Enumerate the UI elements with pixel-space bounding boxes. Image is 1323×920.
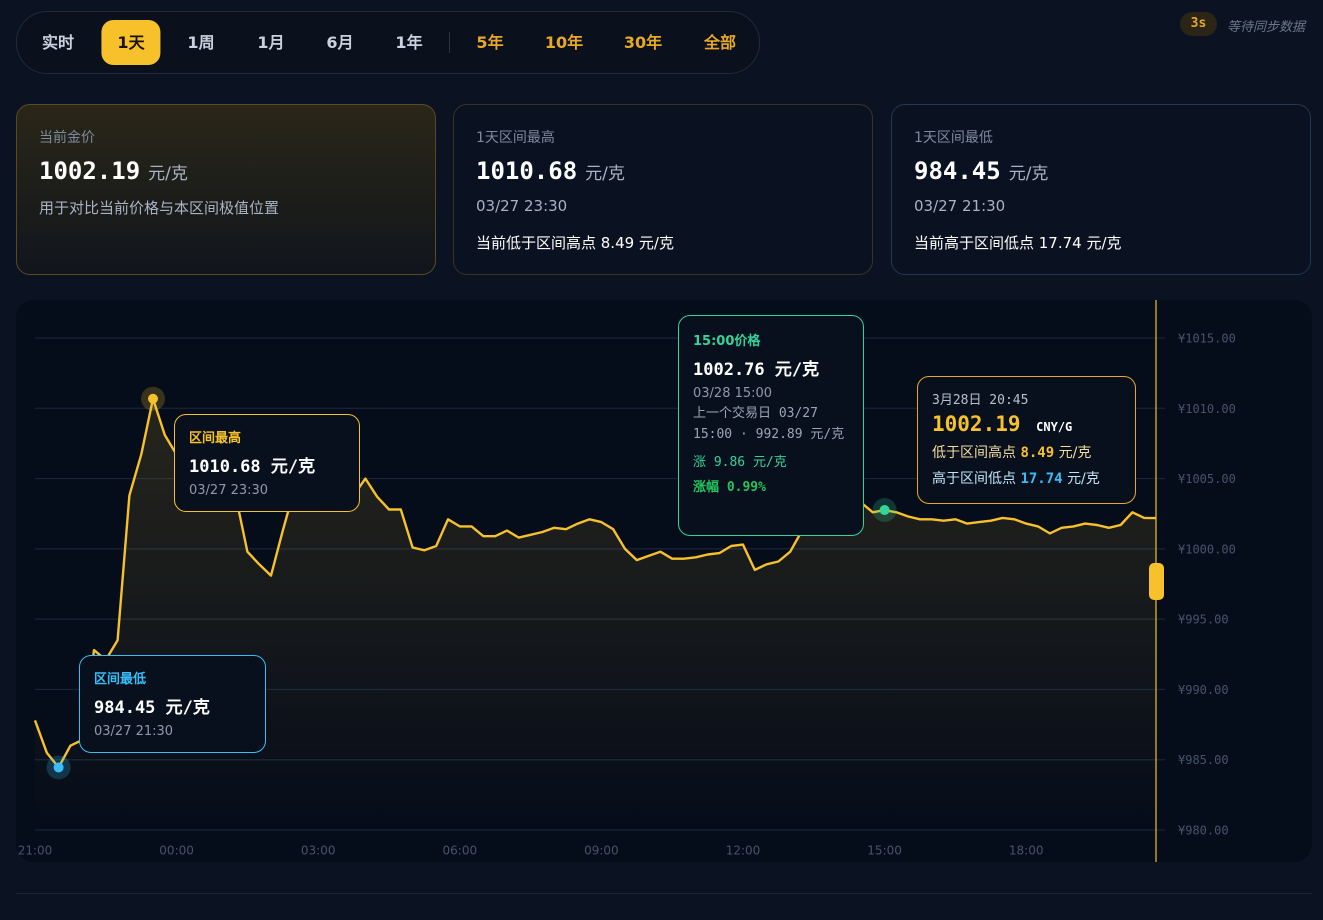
range-tab[interactable]: 全部: [703, 33, 737, 52]
y-tick-label: ¥1000.00: [1178, 542, 1236, 556]
low-tooltip: 区间最低 984.45 元/克 03/27 21:30: [79, 655, 266, 753]
range-tab[interactable]: 1天: [101, 20, 161, 65]
tip-title: 15:00价格: [693, 334, 761, 349]
high-marker: [148, 393, 158, 404]
tip-number: 17.74: [1020, 471, 1063, 487]
tip-pct: 涨幅 0.99%: [693, 480, 766, 495]
card-note: 用于对比当前价格与本区间极值位置: [39, 199, 280, 217]
range-tab[interactable]: 1周: [187, 33, 215, 52]
x-tick-label: 03:00: [301, 844, 336, 858]
tip-value: 1002.19 CNY/G: [932, 412, 1121, 436]
card-label: 1天区间最低: [914, 130, 993, 146]
range-tab[interactable]: 1年: [395, 33, 423, 52]
y-tick-label: ¥985.00: [1178, 753, 1229, 767]
card-value: 1010.68 元/克: [476, 157, 850, 185]
x-tick-label: 00:00: [159, 844, 194, 858]
tip-time: 3月28日 20:45: [932, 393, 1029, 408]
tip-time: 03/27 23:30: [189, 483, 269, 498]
tip-value: 1010.68 元/克: [189, 452, 345, 477]
x-tick-label: 06:00: [443, 844, 478, 858]
tip-unit: 元/克: [165, 698, 210, 718]
low-marker: [53, 762, 64, 773]
range-tabs: 实时 1天 1周 1月 6月 1年 5年 10年 30年 全部: [16, 11, 760, 74]
card-number: 984.45: [914, 157, 1001, 185]
tip-title: 区间最高: [189, 431, 242, 446]
divider: [16, 893, 1312, 894]
range-tab[interactable]: 6月: [326, 33, 354, 52]
range-tab[interactable]: 10年: [544, 33, 584, 52]
tip-number: 8.49: [1020, 445, 1055, 461]
x-tick-label: 21:00: [18, 844, 53, 858]
tip-number: 1002.76: [693, 360, 765, 380]
tip-prev: 上一个交易日 03/27 15:00 · 992.89 元/克: [693, 406, 845, 442]
card-time: 03/27 23:30: [476, 197, 568, 215]
tip-number: 1010.68: [189, 457, 261, 477]
card-value: 1002.19 元/克: [39, 157, 413, 185]
tip-unit: 元/克: [1058, 445, 1092, 461]
range-tab[interactable]: 1月: [257, 33, 285, 52]
card-label: 1天区间最高: [476, 130, 555, 146]
tip-number: 984.45: [94, 698, 156, 718]
card-unit: 元/克: [1008, 164, 1049, 184]
tip-unit: 元/克: [774, 360, 820, 380]
y-tick-label: ¥995.00: [1178, 613, 1229, 627]
tip-unit: CNY/G: [1036, 420, 1073, 434]
tip-label: 低于区间高点: [932, 445, 1016, 461]
tip-time: 03/28 15:00: [693, 386, 773, 401]
range-tab[interactable]: 30年: [623, 33, 663, 52]
card-diff: 当前低于区间高点 8.49 元/克: [476, 234, 674, 252]
card-value: 984.45 元/克: [914, 157, 1288, 185]
y-tick-label: ¥1010.00: [1178, 402, 1236, 416]
tip-change: 涨 9.86 元/克: [693, 455, 787, 470]
tip-above: 高于区间低点 17.74 元/克: [932, 468, 1121, 488]
low-card: 1天区间最低 984.45 元/克 03/27 21:30 当前高于区间低点 17…: [891, 104, 1311, 275]
card-number: 1002.19: [39, 157, 141, 185]
card-time: 03/27 21:30: [914, 197, 1006, 215]
tip-unit: 元/克: [1067, 471, 1100, 487]
card-unit: 元/克: [148, 164, 188, 184]
tip-number: 1002.19: [932, 412, 1021, 436]
tip-label: 高于区间低点: [932, 471, 1016, 487]
x-tick-label: 18:00: [1009, 844, 1044, 858]
card-number: 1010.68: [476, 157, 578, 185]
x-tick-label: 09:00: [584, 844, 619, 858]
x-tick-label: 15:00: [867, 844, 902, 858]
tip-unit: 元/克: [270, 457, 316, 477]
high-card: 1天区间最高 1010.68 元/克 03/27 23:30 当前低于区间高点 8…: [453, 104, 873, 275]
cursor-handle[interactable]: [1149, 563, 1164, 600]
range-tab[interactable]: 实时: [41, 33, 75, 52]
tab-separator: [449, 32, 450, 53]
high-tooltip: 区间最高 1010.68 元/克 03/27 23:30: [174, 414, 360, 512]
tip-value: 1002.76 元/克: [693, 355, 849, 380]
refresh-badge: 3s: [1180, 12, 1217, 36]
point-marker: [879, 505, 890, 516]
card-label: 当前金价: [39, 130, 95, 146]
tip-below: 低于区间高点 8.49 元/克: [932, 442, 1121, 462]
y-tick-label: ¥980.00: [1178, 824, 1229, 838]
point-tooltip: 15:00价格 1002.76 元/克 03/28 15:00 上一个交易日 0…: [678, 315, 864, 536]
tip-time: 03/27 21:30: [94, 724, 174, 739]
tip-title: 区间最低: [94, 672, 147, 687]
current-card: 当前金价 1002.19 元/克 用于对比当前价格与本区间极值位置: [16, 104, 436, 275]
tip-value: 984.45 元/克: [94, 693, 251, 718]
y-tick-label: ¥990.00: [1178, 683, 1229, 697]
range-tab[interactable]: 5年: [476, 33, 504, 52]
sync-status: 等待同步数据: [1227, 20, 1306, 35]
y-tick-label: ¥1015.00: [1178, 332, 1236, 346]
card-unit: 元/克: [585, 164, 625, 184]
x-tick-label: 12:00: [726, 844, 761, 858]
card-diff: 当前高于区间低点 17.74 元/克: [914, 234, 1122, 252]
y-tick-label: ¥1005.00: [1178, 472, 1236, 486]
current-tooltip: 3月28日 20:45 1002.19 CNY/G 低于区间高点 8.49 元/…: [917, 376, 1136, 504]
